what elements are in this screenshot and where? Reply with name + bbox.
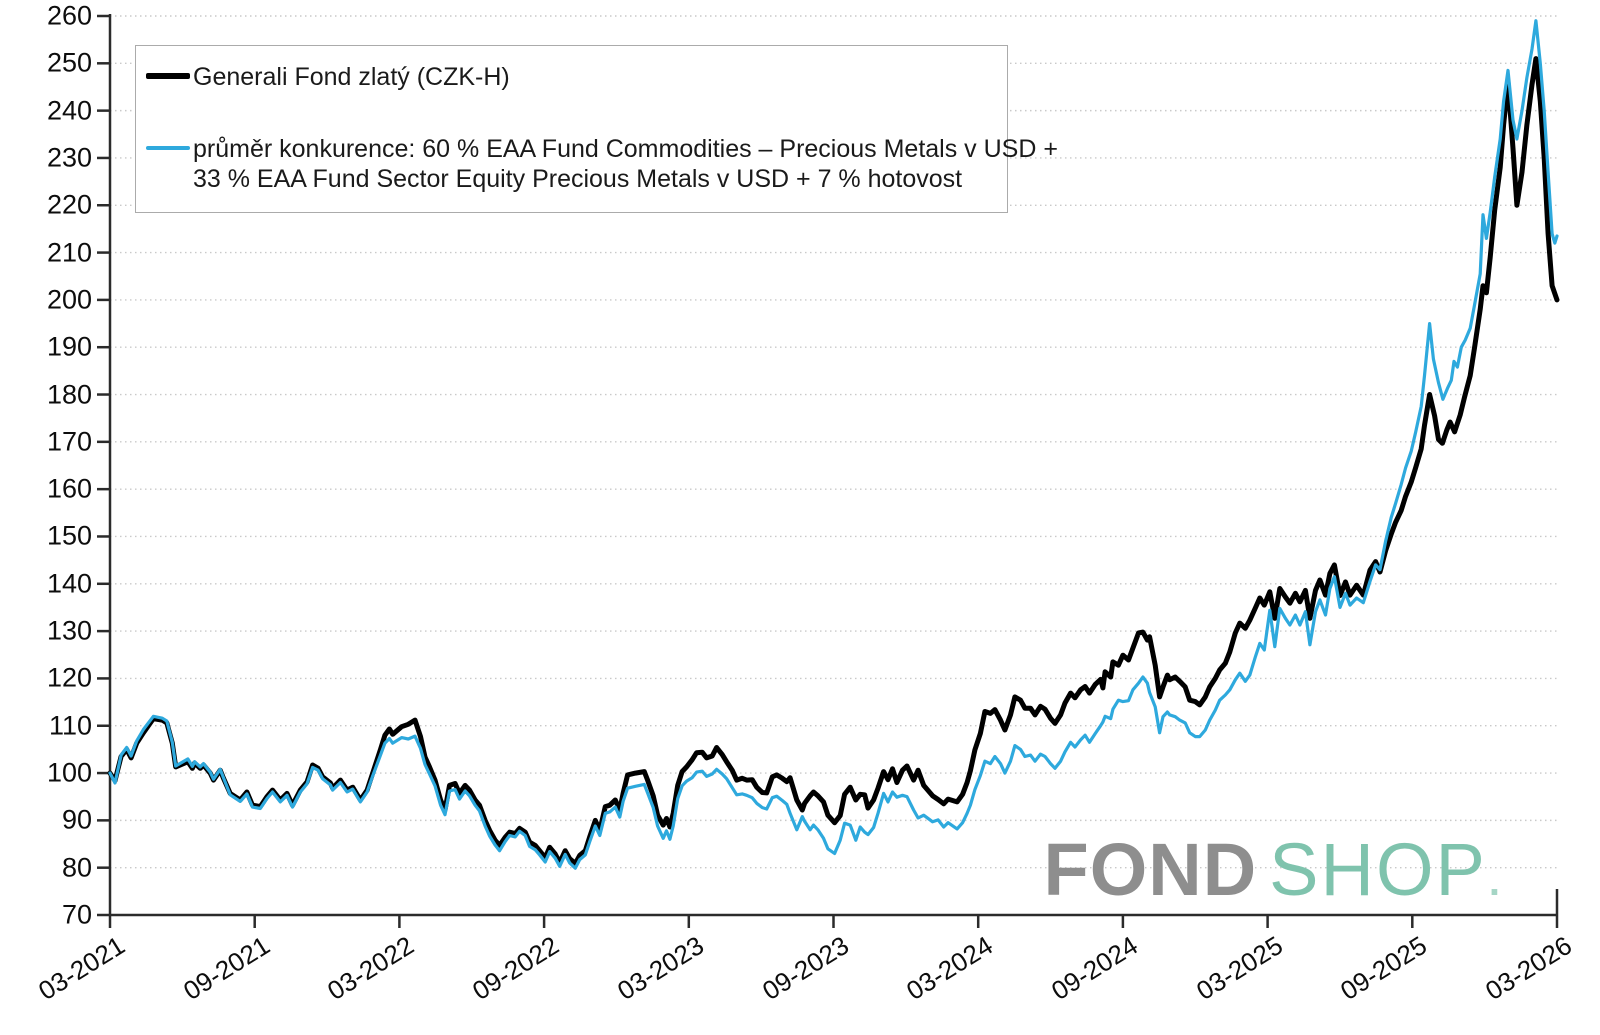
legend-label-fund: Generali Fond zlatý (CZK-H) (193, 63, 510, 91)
axes (97, 14, 1559, 928)
y-axis-label: 220 (46, 189, 92, 220)
fund-line-swatch (146, 73, 190, 79)
legend: Generali Fond zlatý (CZK-H) průměr konku… (135, 45, 1058, 213)
y-axis-label: 190 (46, 331, 92, 362)
y-axis-label: 80 (61, 852, 92, 883)
y-axis-label: 230 (46, 142, 92, 173)
y-axis-label: 70 (61, 899, 92, 930)
fund-series-line (107, 56, 1560, 866)
y-axis-label: 200 (46, 284, 92, 315)
y-axis-label: 150 (46, 520, 92, 551)
y-axis-label: 210 (46, 237, 92, 268)
y-axis-label: 160 (46, 473, 92, 504)
series-lines (107, 19, 1560, 870)
y-axis-label: 100 (46, 757, 92, 788)
y-axis-label: 140 (46, 568, 92, 599)
legend-label-benchmark-line1: průměr konkurence: 60 % EAA Fund Commodi… (193, 135, 1058, 163)
y-axis-label: 110 (48, 710, 92, 741)
y-axis-label: 180 (46, 379, 92, 410)
y-axis-label: 120 (46, 662, 92, 693)
benchmark-line-swatch (146, 146, 190, 150)
y-axis-label: 260 (46, 0, 92, 31)
y-axis-label: 170 (46, 426, 92, 457)
fondshop-logo-fond: FOND (1043, 828, 1258, 911)
legend-label-benchmark-line2: 33 % EAA Fund Sector Equity Precious Met… (193, 165, 963, 193)
fondshop-logo-shop: SHOP (1269, 828, 1487, 911)
fondshop-logo: FOND SHOP. (1044, 833, 1501, 907)
y-axis-label: 250 (46, 47, 92, 78)
y-axis-label: 90 (61, 804, 92, 835)
benchmark-series-line (108, 19, 1559, 870)
fondshop-logo-dot: . (1488, 860, 1500, 904)
legend-entry-fund: Generali Fond zlatý (CZK-H) (146, 62, 510, 92)
legend-label-benchmark: průměr konkurence: 60 % EAA Fund Commodi… (193, 134, 1058, 194)
y-axis-label: 130 (46, 615, 92, 646)
y-axis-label: 240 (46, 95, 92, 126)
legend-entry-benchmark: průměr konkurence: 60 % EAA Fund Commodi… (146, 134, 1058, 194)
